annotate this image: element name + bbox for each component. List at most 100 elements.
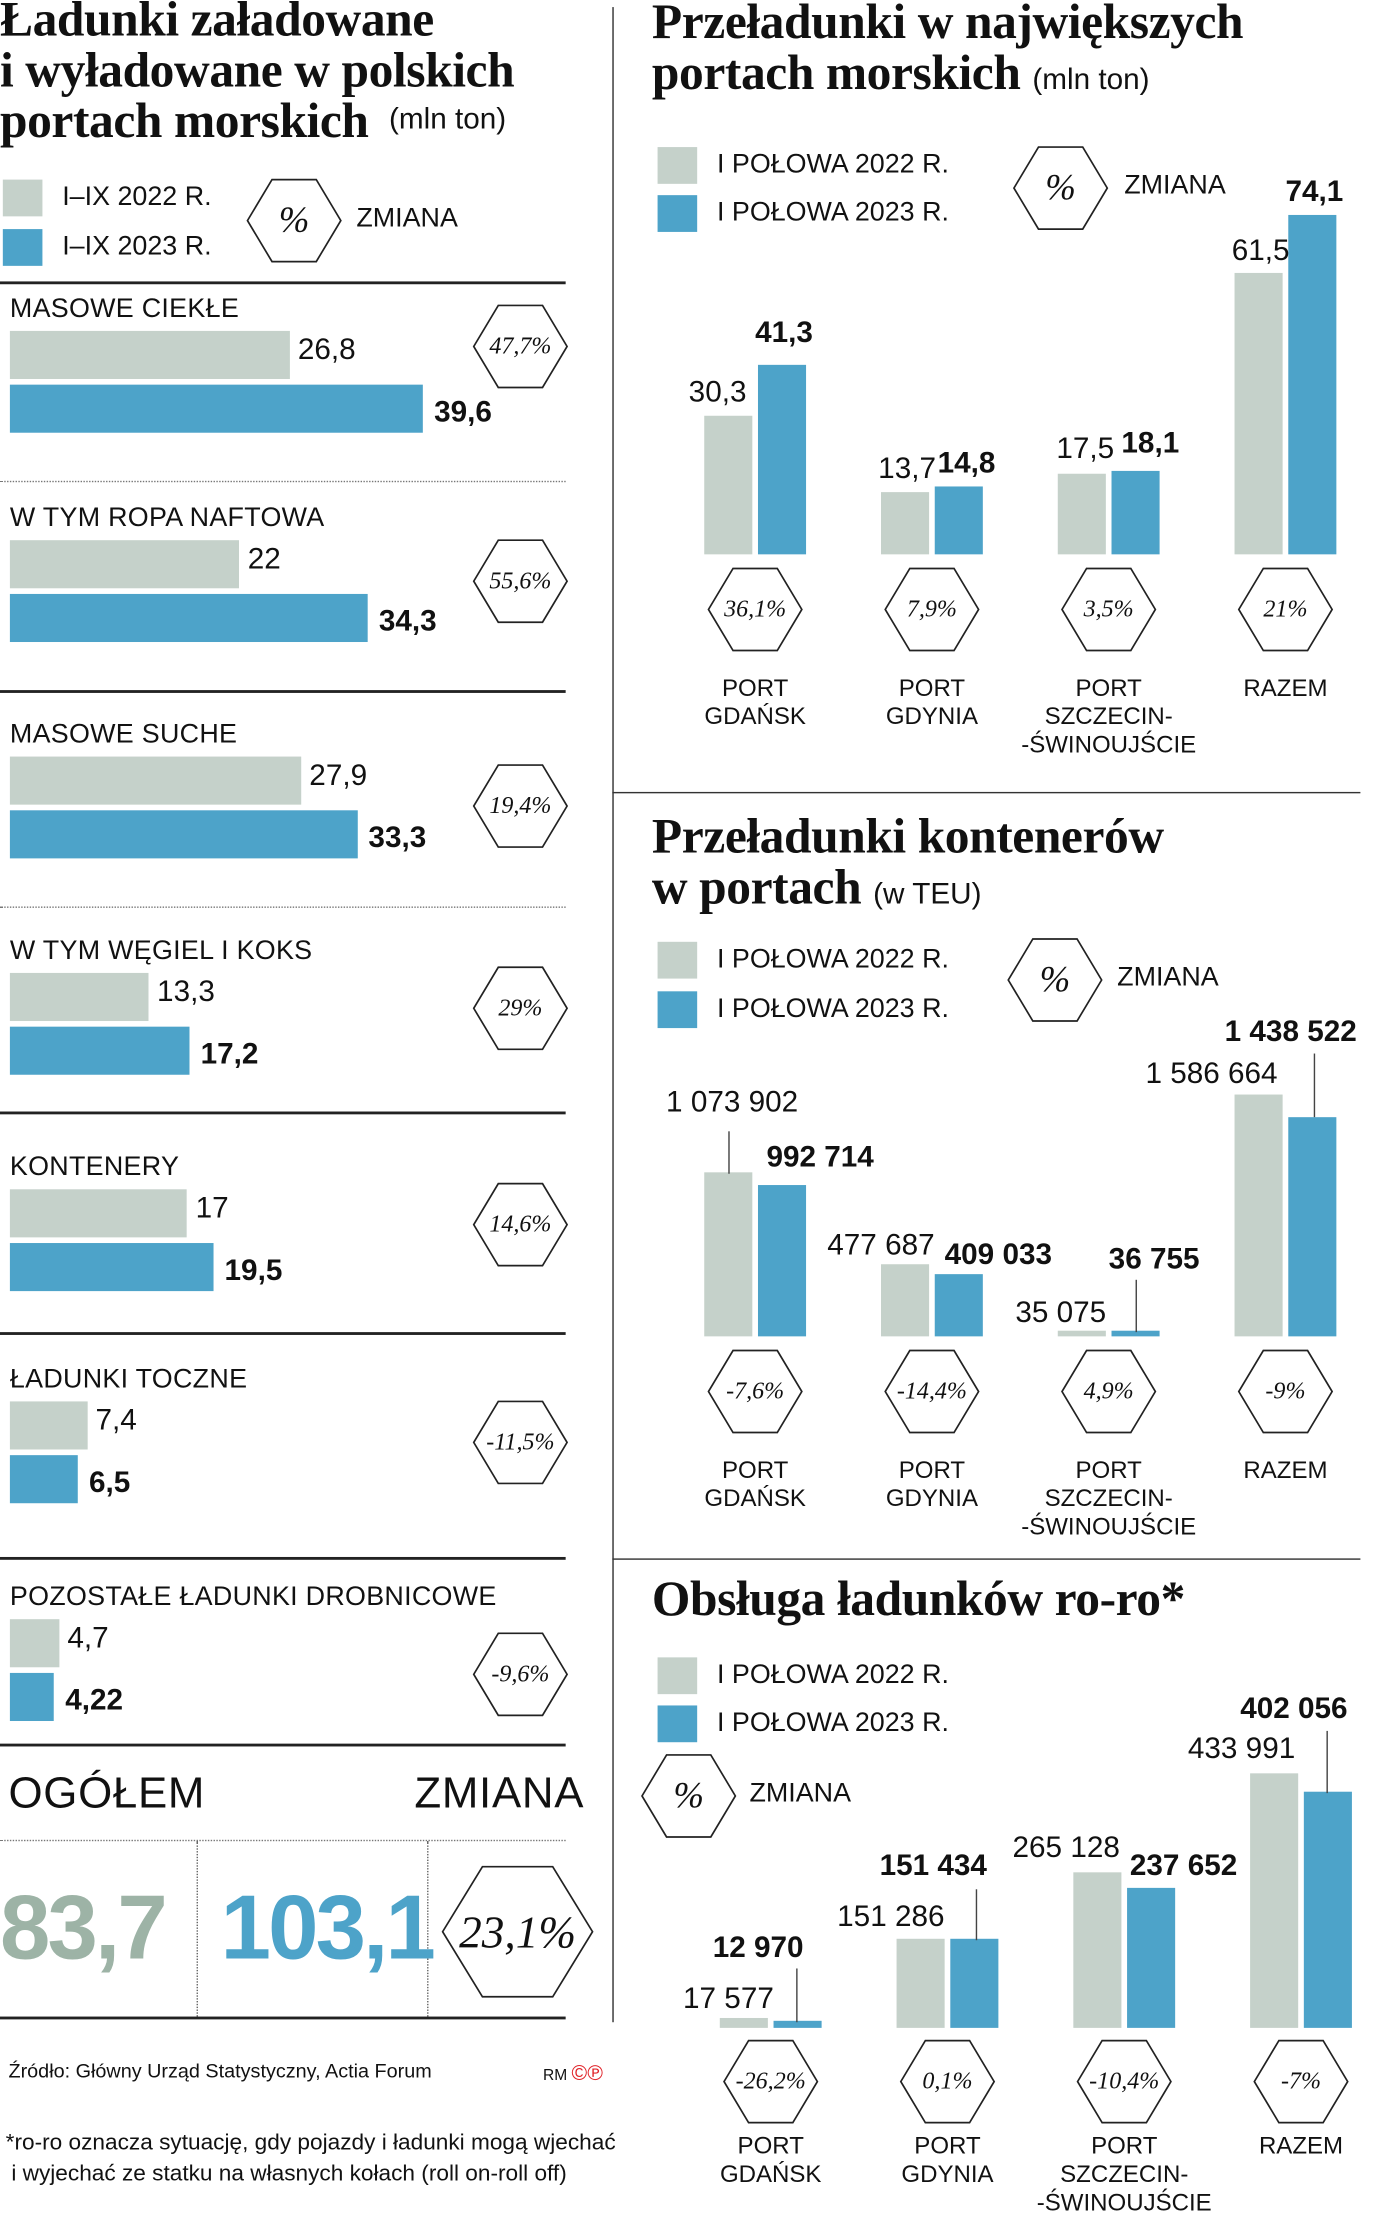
bar-2022: [9, 756, 301, 805]
left-title: Ładunki załadowane i wyładowane w polski…: [0, 0, 515, 154]
hexagon-icon: [1237, 567, 1334, 652]
bar-2023: [9, 1026, 190, 1075]
legend-label-2023: I POŁOWA 2023 R.: [716, 994, 949, 1024]
bar-2022: [9, 972, 149, 1022]
section-divider: [612, 1558, 1361, 1560]
category-label-line: PORT: [1075, 1456, 1142, 1484]
bar-2022: [9, 1401, 88, 1450]
bar-2023: [757, 1185, 807, 1337]
legend-label-2023: I POŁOWA 2023 R.: [716, 1708, 949, 1738]
category-label-line: GDAŃSK: [704, 1484, 806, 1512]
bar-2022: [896, 1939, 945, 2028]
title-line: portach morskich (mln ton): [652, 47, 1243, 106]
value-2022: 477 687: [827, 1228, 935, 1262]
legend-swatch-2023: [657, 195, 698, 232]
value-2023: 17,2: [200, 1037, 259, 1071]
change-value: -26,2%: [735, 2067, 806, 2095]
change-value: 19,4%: [489, 791, 552, 819]
bar-2023: [9, 1672, 54, 1722]
separator: [0, 1111, 566, 1115]
separator: [0, 1332, 566, 1335]
legend-swatch-2022: [2, 179, 43, 217]
category-label-line: GDYNIA: [901, 2160, 994, 2188]
bar-2023: [9, 810, 358, 859]
legend-change-label: ZMIANA: [1124, 171, 1226, 201]
category-label: RAZEM: [1243, 1457, 1327, 1485]
leader-line: [975, 1889, 978, 1941]
value-2022: 13,3: [157, 975, 215, 1009]
category-label-line: PORT: [737, 2132, 804, 2160]
category-label-line: PORT: [898, 674, 966, 702]
category-label-line: -ŚWINOUJŚCIE: [1021, 731, 1197, 758]
bar-2022: [881, 1263, 930, 1337]
separator: [0, 690, 566, 693]
change-value: 14,6%: [489, 1210, 552, 1238]
change-hex: 4,9%: [1061, 1349, 1157, 1434]
change-value: 7,9%: [906, 595, 957, 623]
category-label-line: SZCZECIN-: [1044, 702, 1173, 730]
divider: [427, 1841, 429, 2017]
value-2023: 409 033: [944, 1238, 1053, 1272]
category-label-line: PORT: [1075, 674, 1142, 702]
total-change-label: ZMIANA: [414, 1767, 585, 1818]
hexagon-icon: [472, 1400, 569, 1485]
total-2022: 83,7: [0, 1876, 168, 1979]
hexagon-icon: [1061, 1349, 1157, 1434]
value-2022: 433 991: [1187, 1732, 1296, 1765]
bar-2023: [950, 1939, 999, 2028]
title-line-text: w portach: [651, 859, 862, 915]
value-2023: 41,3: [755, 316, 813, 350]
leader-line: [1313, 1053, 1316, 1118]
value-2022: 13,7: [878, 452, 936, 486]
value-2023: 33,3: [368, 821, 427, 855]
category-label: MASOWE SUCHE: [9, 719, 238, 750]
category-label: PORT GDYNIA: [901, 2133, 993, 2190]
change-value: 55,6%: [489, 567, 552, 594]
credit: RM ©℗: [543, 2062, 603, 2086]
value-2022: 1 073 902: [666, 1086, 799, 1119]
bar-2022: [881, 491, 930, 555]
category-label-line: SZCZECIN-: [1044, 1484, 1173, 1512]
divider: [196, 1841, 198, 2017]
hexagon-icon: [472, 764, 569, 848]
left-title-line: i wyładowane w polskich: [0, 42, 515, 98]
hexagon-icon: [472, 539, 569, 624]
legend-swatch-2022: [657, 941, 698, 979]
bar-2023: [934, 1274, 983, 1337]
category-label-line: SZCZECIN-: [1060, 2160, 1189, 2188]
copyright-icon: ©: [571, 2061, 588, 2086]
change-hex: -9,6%: [472, 1632, 569, 1717]
bar-2022: [1057, 1331, 1106, 1337]
bar-2022: [1234, 272, 1283, 555]
phonogram-icon: ℗: [587, 2061, 603, 2086]
hexagon-icon: [707, 1349, 803, 1434]
value-2023: 18,1: [1121, 427, 1180, 460]
bar-2022: [1057, 474, 1106, 555]
change-value: -10,4%: [1089, 2067, 1160, 2095]
hexagon-icon: [884, 567, 980, 652]
change-hex: 19,4%: [472, 764, 569, 849]
bar-2023: [1111, 471, 1160, 555]
category-label: PORT GDAŃSK: [704, 1457, 806, 1514]
hexagon-icon: [441, 1865, 594, 1998]
left-title-line: portach morskich (mln ton): [0, 95, 514, 154]
left-title-line: Ładunki załadowane: [0, 0, 434, 47]
change-hex: 55,6%: [472, 539, 569, 624]
bar-2023: [9, 1455, 78, 1504]
category-label: W TYM ROPA NAFTOWA: [9, 503, 325, 534]
right3-title: Obsługa ładunków ro-ro*: [651, 1571, 1185, 1627]
value-2023: 74,1: [1285, 175, 1344, 208]
legend-change-label: ZMIANA: [749, 1778, 852, 1809]
hexagon-icon: [641, 1754, 737, 1838]
title-line: Obsługa ładunków ro-ro*: [651, 1571, 1185, 1627]
value-2023: 151 434: [879, 1849, 987, 1883]
column-divider: [612, 7, 614, 2023]
change-value: 3,5%: [1083, 595, 1134, 623]
change-value: %: [673, 1774, 704, 1816]
change-hex: %: [1007, 938, 1103, 1023]
category-label: PORT GDYNIA: [886, 1457, 978, 1514]
value-2023: 992 714: [766, 1141, 874, 1174]
bar-2023: [1288, 1117, 1337, 1337]
value-2022: 4,7: [67, 1622, 109, 1655]
category-label: RAZEM: [1259, 2133, 1343, 2161]
